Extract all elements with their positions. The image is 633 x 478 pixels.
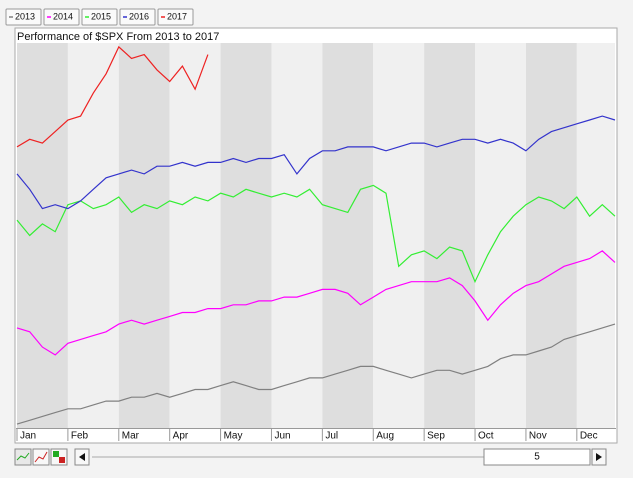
legend-button[interactable] [81, 8, 118, 26]
month-band [220, 43, 272, 428]
legend-button[interactable] [5, 8, 42, 26]
month-band [67, 43, 119, 428]
month-band [424, 43, 476, 428]
x-tick-label: Mar [122, 431, 140, 442]
x-tick-label: Jun [274, 431, 290, 442]
icon [79, 453, 85, 461]
month-band [373, 43, 425, 428]
series-line [16, 250, 616, 356]
x-tick-label: Sep [427, 431, 445, 442]
x-tick-label: Apr [173, 431, 189, 442]
x-tick-label: Jan [20, 431, 36, 442]
series-line [16, 115, 616, 210]
legend-label: 2017 [167, 11, 187, 21]
legend-button[interactable] [157, 8, 194, 26]
icon [53, 451, 59, 457]
legend-button[interactable] [43, 8, 80, 26]
month-band [169, 43, 221, 428]
series-line [16, 45, 209, 148]
chart-title: Performance of $SPX From 2013 to 2017 [17, 31, 219, 43]
x-tick-label: Aug [376, 431, 394, 442]
month-band [576, 43, 615, 428]
month-band [322, 43, 374, 428]
zoom-thumb[interactable] [483, 448, 591, 466]
series-line [16, 184, 616, 284]
month-band [271, 43, 323, 428]
month-band [17, 43, 68, 428]
x-tick-label: Nov [529, 431, 547, 442]
legend-label: 2013 [15, 11, 35, 21]
legend-label: 2014 [53, 11, 73, 21]
line-mode-button[interactable] [32, 448, 50, 466]
icon [59, 457, 65, 463]
icon [596, 453, 602, 461]
x-tick-label: Feb [71, 431, 89, 442]
month-band [475, 43, 526, 428]
icon [34, 451, 48, 463]
x-axis-strip [16, 428, 616, 442]
month-band [118, 43, 170, 428]
x-tick-label: May [224, 431, 243, 442]
legend-button[interactable] [119, 8, 156, 26]
legend-label: 2016 [129, 11, 149, 21]
x-tick-label: Jul [325, 431, 338, 442]
series-line [16, 323, 616, 425]
zoom-value: 5 [534, 452, 540, 463]
icon [16, 452, 30, 461]
x-tick-label: Dec [580, 431, 598, 442]
x-tick-label: Oct [478, 431, 494, 442]
month-band [525, 43, 577, 428]
legend-label: 2015 [91, 11, 111, 21]
